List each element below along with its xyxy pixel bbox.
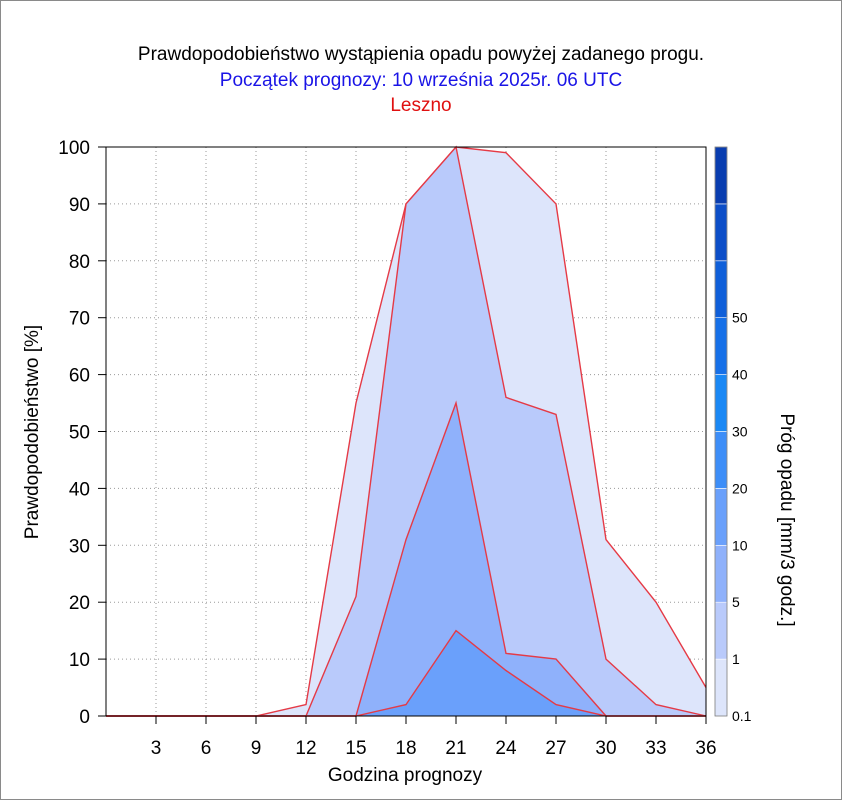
x-tick-label: 6 <box>201 738 212 759</box>
colorbar-segment <box>714 658 728 717</box>
x-tick-label: 33 <box>645 738 666 759</box>
colorbar-tick-label: 5 <box>732 594 740 610</box>
colorbar-segment <box>714 317 728 375</box>
colorbar-tick-label: 10 <box>732 537 748 553</box>
chart-title: Prawdopodobieństwo wystąpienia opadu pow… <box>137 44 705 65</box>
colorbar-border <box>714 146 728 717</box>
colorbar-ticks: 0.1 1 5 10 20 30 40 50 <box>732 310 752 724</box>
x-tick-label: 27 <box>545 738 566 759</box>
x-axis-label: Godzina prognozy <box>328 765 483 786</box>
y-tick-label: 100 <box>58 138 90 159</box>
y-tick-label: 20 <box>69 593 90 614</box>
x-tick-label: 15 <box>345 738 366 759</box>
x-tick-label: 9 <box>251 738 262 759</box>
y-axis-ticks: 0 10 20 30 40 50 60 70 80 90 100 <box>58 138 106 728</box>
colorbar-segment <box>714 544 728 603</box>
y-tick-label: 50 <box>69 423 90 444</box>
colorbar-tick-label: 30 <box>732 424 748 440</box>
x-tick-label: 24 <box>495 738 517 759</box>
y-tick-label: 60 <box>69 366 90 387</box>
y-tick-label: 70 <box>69 309 90 330</box>
area-threshold-1 <box>106 147 706 716</box>
colorbar-tick-label: 1 <box>732 651 740 667</box>
colorbar-segment <box>714 488 728 546</box>
y-tick-label: 80 <box>69 252 90 273</box>
colorbar-tick-label: 50 <box>732 310 748 326</box>
location-label: Leszno <box>390 95 452 116</box>
colorbar-segment <box>714 431 728 489</box>
colorbar-segment <box>714 260 728 318</box>
colorbar-tick-label: 40 <box>732 367 748 383</box>
y-axis-label: Prawdopodobieństwo [%] <box>22 325 43 539</box>
colorbar-segment <box>714 146 728 205</box>
y-tick-label: 30 <box>69 536 90 557</box>
colorbar-tick-label: 20 <box>732 480 748 496</box>
threshold-colorbar <box>714 146 728 717</box>
area-threshold-5 <box>106 403 706 716</box>
colorbar-segment <box>714 374 728 432</box>
colorbar-tick-label: 0.1 <box>732 708 752 724</box>
colorbar-segment <box>714 601 728 660</box>
x-tick-label: 18 <box>395 738 416 759</box>
x-tick-label: 12 <box>295 738 316 759</box>
y-tick-label: 10 <box>69 650 90 671</box>
colorbar-label: Próg opadu [mm/3 godz.] <box>776 413 797 626</box>
x-tick-label: 30 <box>595 738 616 759</box>
y-tick-label: 0 <box>79 707 90 728</box>
x-axis-ticks: 3 6 9 12 15 18 21 24 27 30 33 36 <box>151 716 717 759</box>
x-tick-label: 21 <box>445 738 466 759</box>
y-tick-label: 90 <box>69 195 90 216</box>
y-tick-label: 40 <box>69 479 90 500</box>
x-tick-label: 36 <box>695 738 716 759</box>
forecast-start-subtitle: Początek prognozy: 10 września 2025r. 06… <box>219 70 623 91</box>
x-tick-label: 3 <box>151 738 162 759</box>
colorbar-segment <box>714 203 728 262</box>
